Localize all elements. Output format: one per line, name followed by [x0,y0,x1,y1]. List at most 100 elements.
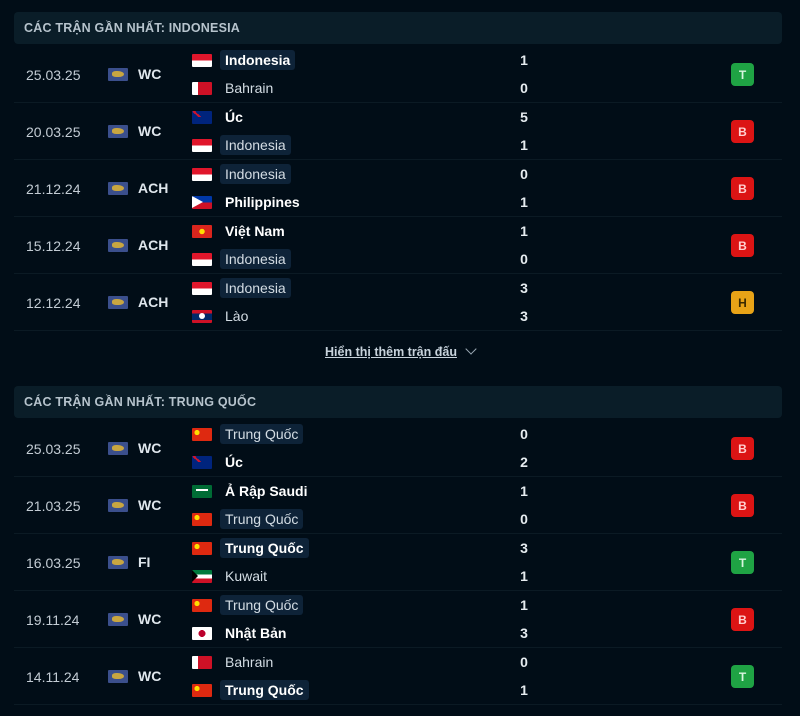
flag-icon [192,81,212,95]
team-away[interactable]: Indonesia [192,134,291,156]
team-away[interactable]: Indonesia [192,248,291,270]
flag-icon [192,455,212,469]
competition: WC [108,668,161,684]
flag-icon [192,309,212,323]
team-home[interactable]: Úc [192,106,248,128]
home-score: 3 [520,540,528,556]
flag-icon [192,569,212,583]
result-badge: T [731,551,754,574]
team-name: Úc [225,454,243,470]
flag-icon [192,53,212,67]
team-away[interactable]: Philippines [192,191,305,213]
team-name: Trung Quốc [220,680,309,700]
home-score: 1 [520,597,528,613]
world-map-icon [108,124,128,138]
match-date: 16.03.25 [26,555,81,571]
team-away[interactable]: Nhật Bản [192,622,291,644]
team-home[interactable]: Ả Rập Saudi [192,480,312,502]
competition-label: ACH [138,294,169,310]
flag-icon [192,167,212,181]
home-score: 0 [520,654,528,670]
result-badge: H [731,291,754,314]
match-row[interactable]: 21.12.24 ACH Indonesia Philippines 0 1 B [14,160,782,217]
team-home[interactable]: Trung Quốc [192,537,309,559]
team-name: Bahrain [225,80,274,96]
match-date: 12.12.24 [26,295,81,311]
team-away[interactable]: Lào [192,305,253,327]
away-score: 2 [520,454,528,470]
flag-icon [192,281,212,295]
home-score: 0 [520,426,528,442]
world-map-icon [108,555,128,569]
section-header: CÁC TRẬN GẦN NHẤT: INDONESIA [14,12,782,44]
match-date: 25.03.25 [26,67,81,83]
result-badge: B [731,437,754,460]
team-name: Indonesia [220,164,291,184]
world-map-icon [108,181,128,195]
home-score: 3 [520,280,528,296]
match-row[interactable]: 25.03.25 WC Indonesia Bahrain 1 0 T [14,46,782,103]
section-header: CÁC TRẬN GẦN NHẤT: TRUNG QUỐC [14,386,782,418]
match-date: 21.03.25 [26,498,81,514]
match-date: 14.11.24 [26,669,80,685]
result-badge: T [731,665,754,688]
team-home[interactable]: Indonesia [192,277,291,299]
result-badge: B [731,177,754,200]
match-row[interactable]: 25.03.25 WC Trung Quốc Úc 0 2 B [14,420,782,477]
away-score: 1 [520,682,528,698]
match-date: 20.03.25 [26,124,81,140]
home-score: 0 [520,166,528,182]
home-score: 1 [520,52,528,68]
result-badge: B [731,120,754,143]
team-away[interactable]: Úc [192,451,248,473]
flag-icon [192,512,212,526]
competition: WC [108,440,161,456]
flag-icon [192,655,212,669]
flag-icon [192,598,212,612]
away-score: 1 [520,568,528,584]
match-date: 25.03.25 [26,441,81,457]
team-name: Trung Quốc [220,538,309,558]
competition-label: WC [138,611,162,627]
away-score: 3 [520,308,528,324]
team-away[interactable]: Bahrain [192,77,278,99]
flag-icon [192,195,212,209]
team-home[interactable]: Việt Nam [192,220,290,242]
match-row[interactable]: 16.03.25 FI Trung Quốc Kuwait 3 1 T [14,534,782,591]
match-row[interactable]: 19.11.24 WC Trung Quốc Nhật Bản 1 3 B [14,591,782,648]
away-score: 0 [520,511,528,527]
world-map-icon [108,498,128,512]
section-indonesia: CÁC TRẬN GẦN NHẤT: INDONESIA 25.03.25 WC… [14,12,782,331]
team-away[interactable]: Trung Quốc [192,508,304,530]
show-more-matches-link[interactable]: Hiển thị thêm trận đấu [0,343,800,359]
match-row[interactable]: 21.03.25 WC Ả Rập Saudi Trung Quốc 1 0 B [14,477,782,534]
match-row[interactable]: 15.12.24 ACH Việt Nam Indonesia 1 0 B [14,217,782,274]
result-badge: B [731,234,754,257]
team-home[interactable]: Indonesia [192,49,296,71]
home-score: 1 [520,483,528,499]
team-away[interactable]: Kuwait [192,565,272,587]
team-name: Trung Quốc [220,424,304,444]
team-away[interactable]: Trung Quốc [192,679,309,701]
match-row[interactable]: 12.12.24 ACH Indonesia Lào 3 3 H [14,274,782,331]
away-score: 1 [520,137,528,153]
world-map-icon [108,612,128,626]
world-map-icon [108,295,128,309]
match-row[interactable]: 14.11.24 WC Bahrain Trung Quốc 0 1 T [14,648,782,705]
result-badge: T [731,63,754,86]
section-trung-quoc: CÁC TRẬN GẦN NHẤT: TRUNG QUỐC 25.03.25 W… [14,386,782,705]
competition-label: FI [138,554,151,570]
team-home[interactable]: Bahrain [192,651,278,673]
flag-icon [192,224,212,238]
team-home[interactable]: Trung Quốc [192,594,304,616]
world-map-icon [108,441,128,455]
team-name: Bahrain [225,654,274,670]
team-name: Úc [225,109,243,125]
flag-icon [192,138,212,152]
match-row[interactable]: 20.03.25 WC Úc Indonesia 5 1 B [14,103,782,160]
away-score: 0 [520,80,528,96]
chevron-down-icon [465,343,477,355]
team-home[interactable]: Indonesia [192,163,291,185]
section-title: CÁC TRẬN GẦN NHẤT: INDONESIA [24,21,241,35]
team-home[interactable]: Trung Quốc [192,423,304,445]
